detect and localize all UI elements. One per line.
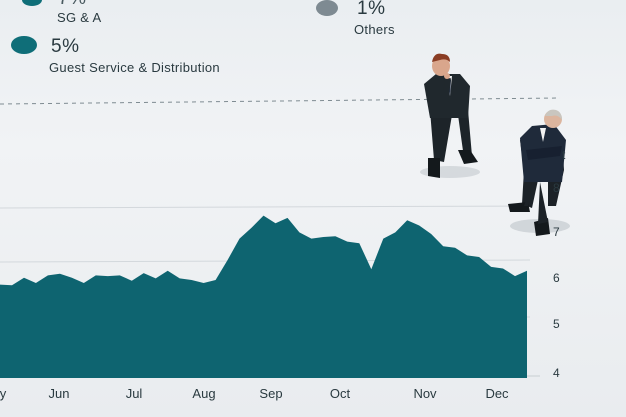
legend-name-others: Others [354,22,395,37]
businessman-left-figure [420,53,480,178]
x-tick-label: Aug [192,386,216,401]
y-tick-label: 6 [553,271,560,285]
legend-dot-sga [22,0,42,6]
x-tick-label: y [0,386,7,401]
y-tick-label: 4 [553,366,560,380]
legend-pct-guest-service: 5% [51,36,80,57]
legend-pct-others: 1% [357,0,386,19]
legend-dot-guest-service [11,36,37,54]
dashed-divider [0,97,561,105]
legend-dot-others [316,0,338,16]
gridline [0,205,531,209]
x-tick-label: Nov [413,386,437,401]
y-tick-label: 5 [553,317,560,331]
businessman-right-figure [508,109,570,236]
area-series [0,215,527,378]
legend-pct-sga: 7% [58,0,86,10]
x-tick-label: Jul [125,386,143,401]
x-tick-label: Oct [329,386,351,401]
y-tick-label: t [562,148,566,162]
x-tick-label: Dec [485,386,509,401]
y-tick-label: 7 [553,225,560,239]
x-tick-label: Sep [259,386,283,401]
legend-name-sga: SG & A [57,10,102,25]
y-tick-label: 8 [553,181,560,195]
legend-name-guest-service: Guest Service & Distribution [49,60,220,75]
x-tick-label: Jun [48,386,70,401]
